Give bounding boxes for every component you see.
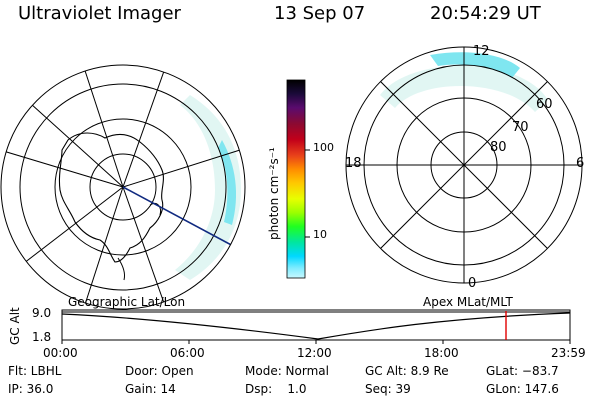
status-gain: Gain: 14	[125, 382, 176, 396]
status-glat: GLat: −83.7	[486, 364, 559, 378]
status-door: Door: Open	[125, 364, 194, 378]
timeline-xtick-2359: 23:59	[551, 346, 586, 360]
geographic-map	[0, 64, 246, 310]
mlat-label-70: 70	[512, 120, 529, 135]
colorbar-tick-10: 10	[313, 228, 327, 241]
timeline-ylabel: GC Alt	[8, 307, 22, 345]
time-label: 20:54:29 UT	[430, 3, 541, 24]
colorbar-tick-100: 100	[313, 141, 334, 154]
mlt-label-0: 0	[468, 276, 477, 291]
status-gc-alt: GC Alt: 8.9 Re	[365, 364, 449, 378]
status-glon: GLon: 147.6	[486, 382, 559, 396]
apex-panel-label: Apex MLat/MLT	[423, 295, 513, 309]
altitude-timeline	[61, 309, 571, 344]
apex-map	[345, 46, 583, 284]
status-filter: Flt: LBHL	[8, 364, 62, 378]
timeline-xtick-0000: 00:00	[43, 346, 78, 360]
mlt-label-12: 12	[473, 44, 490, 59]
status-mode: Mode: Normal	[245, 364, 329, 378]
altitude-curve	[61, 312, 571, 340]
date-label: 13 Sep 07	[274, 3, 366, 24]
mlat-label-80: 80	[490, 140, 507, 155]
instrument-title: Ultraviolet Imager	[18, 3, 181, 24]
status-seq: Seq: 39	[365, 382, 411, 396]
colorbar	[286, 79, 310, 279]
status-dsp: Dsp: 1.0	[245, 382, 307, 396]
mlt-label-18: 18	[345, 156, 362, 171]
colorbar-unit-label: photon cm⁻²s⁻¹	[267, 147, 281, 240]
mlt-label-6: 6	[576, 156, 585, 171]
antarctica-outline	[58, 132, 164, 263]
aurora-oval	[380, 65, 548, 112]
timeline-xtick-1800: 18:00	[424, 346, 459, 360]
timeline-ytick-min: 1.8	[32, 330, 52, 344]
status-ip: IP: 36.0	[8, 382, 54, 396]
mlat-label-60: 60	[536, 97, 553, 112]
timeline-ytick-max: 9.0	[32, 306, 52, 320]
timeline-xtick-1200: 12:00	[297, 346, 332, 360]
aurora-emission	[175, 95, 241, 280]
timeline-xtick-0600: 06:00	[170, 346, 205, 360]
orbit-track	[122, 186, 245, 256]
geo-panel-label: Geographic Lat/Lon	[68, 295, 186, 309]
